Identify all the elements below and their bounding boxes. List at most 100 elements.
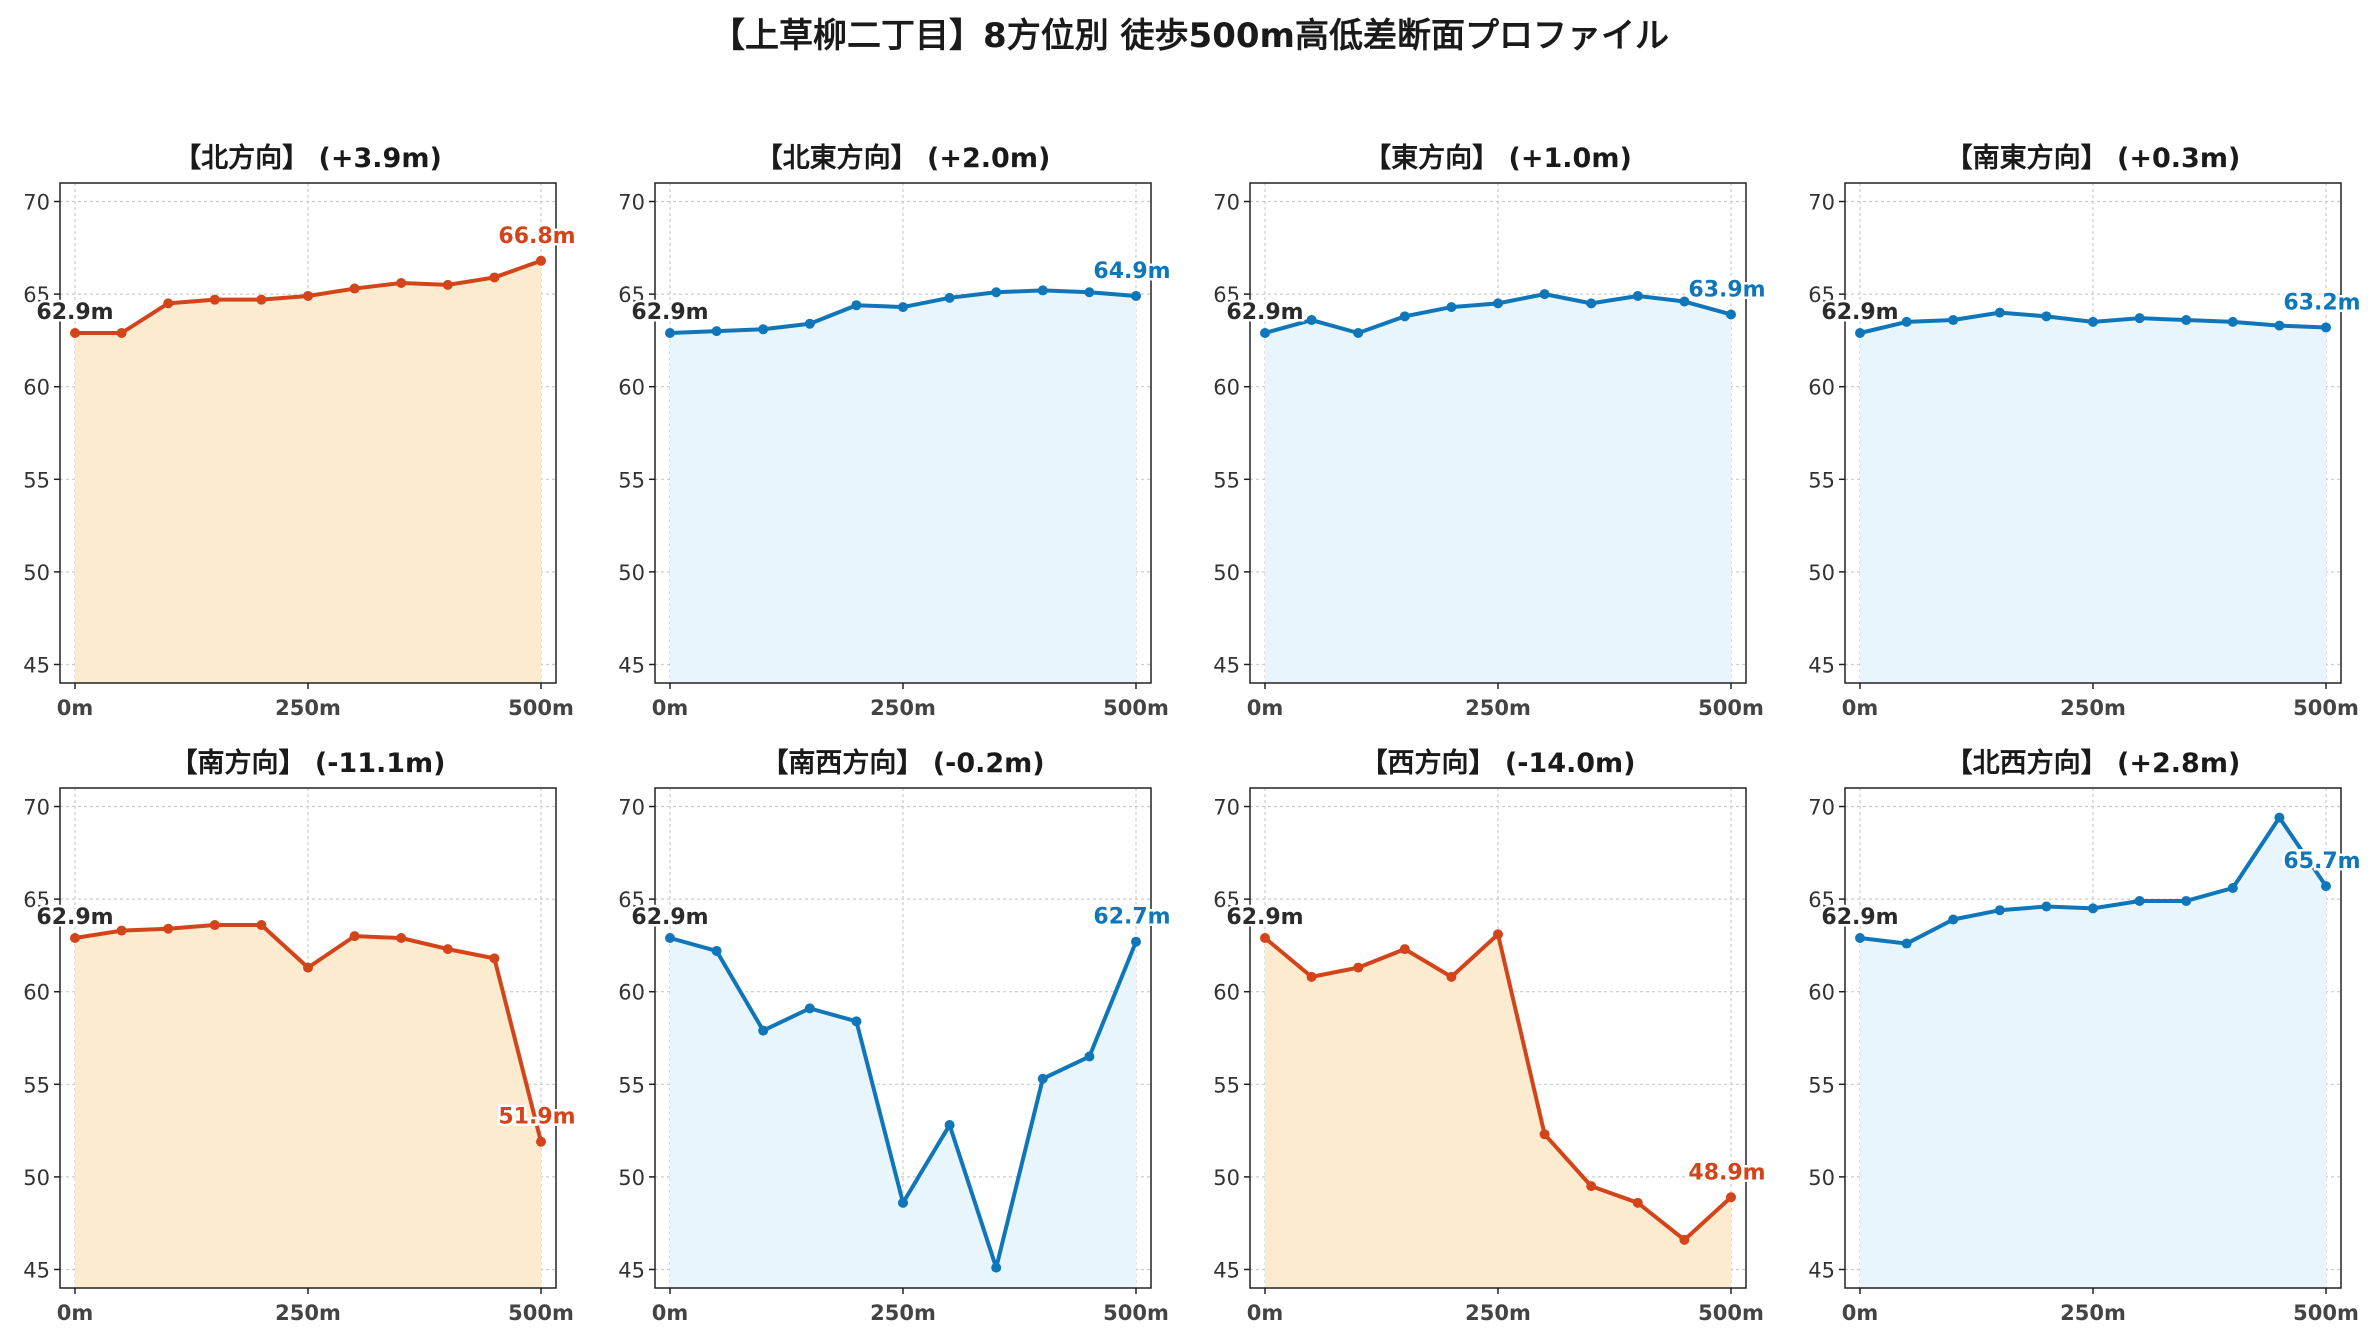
y-tick-label: 45 [1808, 653, 1835, 677]
data-point [1901, 316, 1912, 327]
data-point [209, 294, 220, 305]
data-point [2227, 883, 2238, 893]
data-point [1855, 933, 1865, 943]
data-point [944, 1120, 955, 1131]
y-tick-label: 55 [1808, 1073, 1835, 1097]
y-tick-label: 55 [618, 1073, 645, 1097]
x-tick-label: 0m [1247, 1301, 1284, 1325]
y-tick-label: 65 [1213, 888, 1240, 912]
y-tick-label: 70 [23, 796, 50, 820]
panel-title: 【南東方向】 (+0.3m) [1946, 142, 2241, 174]
x-tick-label: 0m [57, 1301, 94, 1325]
data-point [536, 255, 546, 266]
x-tick-label: 500m [1103, 696, 1169, 720]
data-point [1446, 971, 1457, 982]
panel-title: 【南西方向】 (-0.2m) [761, 747, 1044, 779]
data-point [1353, 962, 1364, 973]
y-tick-label: 60 [618, 981, 645, 1005]
data-point [70, 933, 80, 943]
data-point [804, 1003, 815, 1014]
x-tick-label: 500m [508, 1301, 574, 1325]
start-value-label: 62.9m [1226, 300, 1303, 325]
data-point [851, 300, 862, 311]
x-tick-label: 0m [652, 1301, 689, 1325]
y-tick-label: 50 [1213, 1166, 1240, 1190]
data-point [209, 920, 220, 931]
y-tick-label: 50 [1808, 561, 1835, 585]
data-point [1037, 285, 1048, 296]
panel-title: 【西方向】 (-14.0m) [1360, 747, 1635, 779]
data-point [898, 1197, 908, 1208]
data-point [991, 1262, 1002, 1273]
data-point [1539, 289, 1550, 300]
data-point [1632, 290, 1643, 301]
end-value-label: 51.9m [498, 1105, 575, 1130]
chart-panel-4: 【南方向】 (-11.1m) 45 50 55 60 65 70 0m 250m 500m 62.9… [23, 747, 578, 1325]
data-point [1948, 914, 1959, 925]
x-tick-label: 500m [1103, 1301, 1169, 1325]
chart-panel-5: 【南西方向】 (-0.2m) 45 50 55 60 65 70 0m 250m 500m 62.9… [618, 747, 1173, 1325]
area-fill [1860, 817, 2326, 1288]
data-point [1855, 328, 1865, 338]
panel-title: 【北方向】 (+3.9m) [174, 142, 442, 174]
y-tick-label: 55 [1808, 468, 1835, 492]
y-tick-label: 70 [23, 191, 50, 215]
x-tick-label: 0m [1842, 1301, 1879, 1325]
end-value-label: 65.7m [2283, 849, 2360, 874]
start-value-label: 62.9m [631, 905, 708, 930]
data-point [2134, 313, 2145, 324]
chart-panel-0: 【北方向】 (+3.9m) 45 50 55 60 65 70 0m 250m 500m 62.9m… [23, 142, 578, 720]
area-fill [1265, 294, 1731, 683]
data-point [489, 953, 500, 964]
area-fill [75, 925, 541, 1288]
data-point [1493, 929, 1503, 940]
x-tick-label: 0m [57, 696, 94, 720]
data-point [1632, 1197, 1643, 1208]
data-point [303, 290, 313, 301]
data-point [349, 931, 360, 942]
data-point [2088, 903, 2098, 914]
y-tick-label: 60 [1808, 981, 1835, 1005]
data-point [711, 945, 722, 956]
panel-title: 【北西方向】 (+2.8m) [1946, 747, 2241, 779]
data-point [2321, 322, 2331, 333]
data-point [442, 944, 453, 955]
area-fill [670, 938, 1136, 1288]
data-point [1084, 1051, 1095, 1062]
data-point [2088, 316, 2098, 327]
data-point [1994, 905, 2005, 916]
y-tick-label: 65 [1808, 888, 1835, 912]
x-tick-label: 250m [870, 1301, 936, 1325]
start-value-label: 62.9m [1821, 300, 1898, 325]
data-point [1084, 287, 1095, 298]
end-value-label: 48.9m [1688, 1160, 1765, 1185]
x-tick-label: 250m [1465, 1301, 1531, 1325]
data-point [1399, 311, 1410, 322]
start-value-label: 62.9m [36, 300, 113, 325]
y-tick-label: 60 [1213, 981, 1240, 1005]
y-tick-label: 65 [23, 888, 50, 912]
data-point [758, 1025, 769, 1036]
data-point [2181, 895, 2192, 906]
data-point [303, 962, 313, 973]
data-point [804, 318, 815, 329]
y-tick-label: 70 [618, 191, 645, 215]
y-tick-label: 65 [1808, 283, 1835, 307]
y-tick-label: 70 [1213, 191, 1240, 215]
data-point [1037, 1073, 1048, 1084]
data-point [2321, 881, 2331, 892]
y-tick-label: 65 [1213, 283, 1240, 307]
data-point [1399, 944, 1410, 955]
data-point [489, 272, 500, 283]
area-fill [670, 290, 1136, 683]
y-tick-label: 60 [1213, 376, 1240, 400]
x-tick-label: 250m [2060, 696, 2126, 720]
y-tick-label: 45 [1213, 653, 1240, 677]
chart-panel-1: 【北東方向】 (+2.0m) 45 50 55 60 65 70 0m 250m 500m 62.9… [618, 142, 1173, 720]
data-point [396, 933, 407, 943]
y-tick-label: 50 [1213, 561, 1240, 585]
chart-panel-6: 【西方向】 (-14.0m) 45 50 55 60 65 70 0m 250m 500m 62.9… [1213, 747, 1768, 1325]
data-point [349, 283, 360, 294]
y-tick-label: 70 [618, 796, 645, 820]
panel-title: 【東方向】 (+1.0m) [1364, 142, 1632, 174]
